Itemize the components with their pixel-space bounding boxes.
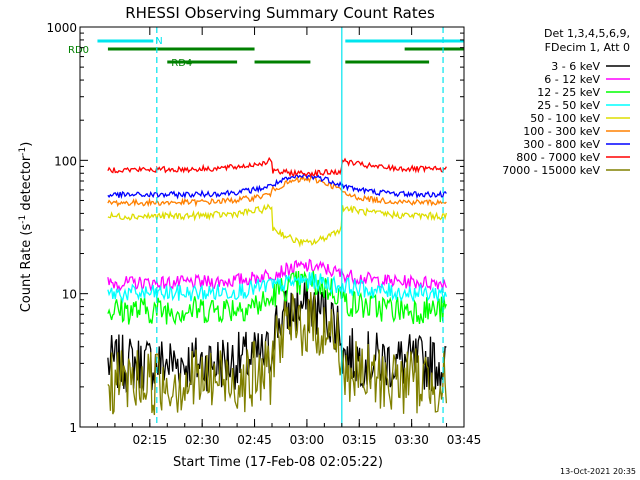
legend-label-1: 6 - 12 keV (544, 73, 600, 86)
x-tick-label-2: 02:45 (237, 433, 272, 447)
legend-label-0: 3 - 6 keV (551, 60, 600, 73)
x-tick-label-5: 03:30 (394, 433, 429, 447)
series-line-6 (107, 173, 447, 200)
y-tick-label-2: 100 (54, 154, 77, 168)
x-tick-label-3: 03:00 (290, 433, 325, 447)
series-line-5 (107, 176, 447, 208)
legend-header-2: FDecim 1, Att 0 (545, 41, 630, 54)
legend-label-3: 25 - 50 keV (537, 99, 600, 112)
legend: Det 1,3,4,5,6,9, FDecim 1, Att 0 3 - 6 k… (502, 27, 630, 177)
legend-label-7: 800 - 7000 keV (516, 151, 600, 164)
legend-label-2: 12 - 25 keV (537, 86, 600, 99)
y-label-sup-2: -1 (18, 147, 28, 156)
legend-header-1: Det 1,3,4,5,6,9, (544, 27, 630, 40)
x-tick-label-4: 03:15 (342, 433, 377, 447)
x-tick-label-0: 02:15 (133, 433, 168, 447)
marker-label-0: RD0 (68, 45, 89, 56)
axis-ticks: 02:15 02:30 02:45 03:00 03:15 03:30 03:45 1 10 10… (46, 21, 481, 447)
series-line-8 (107, 292, 448, 416)
legend-label-4: 50 - 100 keV (530, 112, 600, 125)
marker-label-1: RD4 (171, 58, 192, 69)
y-label-sup-1: -1 (18, 215, 28, 224)
x-axis-label: Start Time (17-Feb-08 02:05:22) (173, 455, 383, 470)
y-axis-label: Count Rate (s-1 detector-1) (18, 142, 34, 313)
series-line-1 (107, 258, 448, 292)
y-tick-label-3: 1000 (46, 21, 77, 35)
chart-title: RHESSI Observing Summary Count Rates (125, 4, 435, 22)
night-label-0: N (155, 36, 162, 47)
y-label-main: Count Rate (s (19, 224, 34, 313)
y-label-end: ) (19, 142, 34, 147)
x-tick-label-6: 03:45 (447, 433, 482, 447)
series-line-7 (107, 156, 447, 178)
plot-area: N RD0 RD4 (68, 27, 464, 427)
y-tick-label-0: 1 (69, 421, 77, 435)
series-line-4 (107, 203, 448, 248)
legend-label-6: 300 - 800 keV (523, 138, 600, 151)
x-tick-label-1: 02:30 (185, 433, 220, 447)
series-line-3 (107, 272, 448, 304)
legend-label-5: 100 - 300 keV (523, 125, 600, 138)
footer-date: 13-Oct-2021 20:35 (560, 467, 636, 476)
y-label-mid: detector (19, 155, 34, 215)
legend-label-8: 7000 - 15000 keV (502, 164, 600, 177)
y-tick-label-1: 10 (62, 288, 77, 302)
